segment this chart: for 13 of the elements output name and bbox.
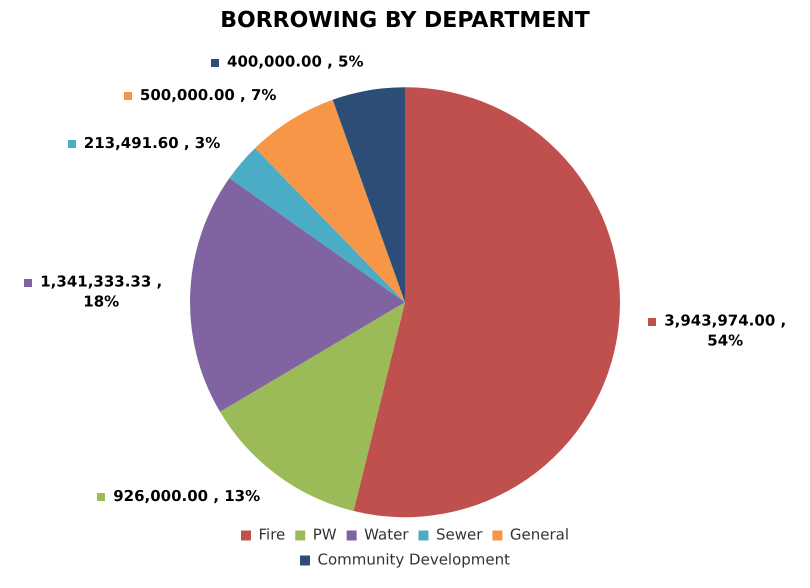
data-label: 500,000.00 , 7% (140, 86, 276, 104)
data-label: 3,943,974.00 , 54% (664, 311, 786, 350)
data-label: 400,000.00 , 5% (227, 52, 364, 71)
legend-label: Fire (258, 525, 286, 544)
legend-label: Water (364, 525, 410, 544)
chart-title: BORROWING BY DEPARTMENT (220, 8, 590, 33)
legend-label: Sewer (436, 525, 484, 544)
data-label: 213,491.60 , 3% (84, 134, 220, 152)
data-label: 1,341,333.33 , 18% (40, 272, 162, 310)
legend-label: Community Development (317, 550, 510, 568)
legend-label: PW (312, 525, 337, 544)
legend-label: General (510, 525, 570, 544)
data-label: 926,000.00 , 13% (113, 487, 260, 506)
